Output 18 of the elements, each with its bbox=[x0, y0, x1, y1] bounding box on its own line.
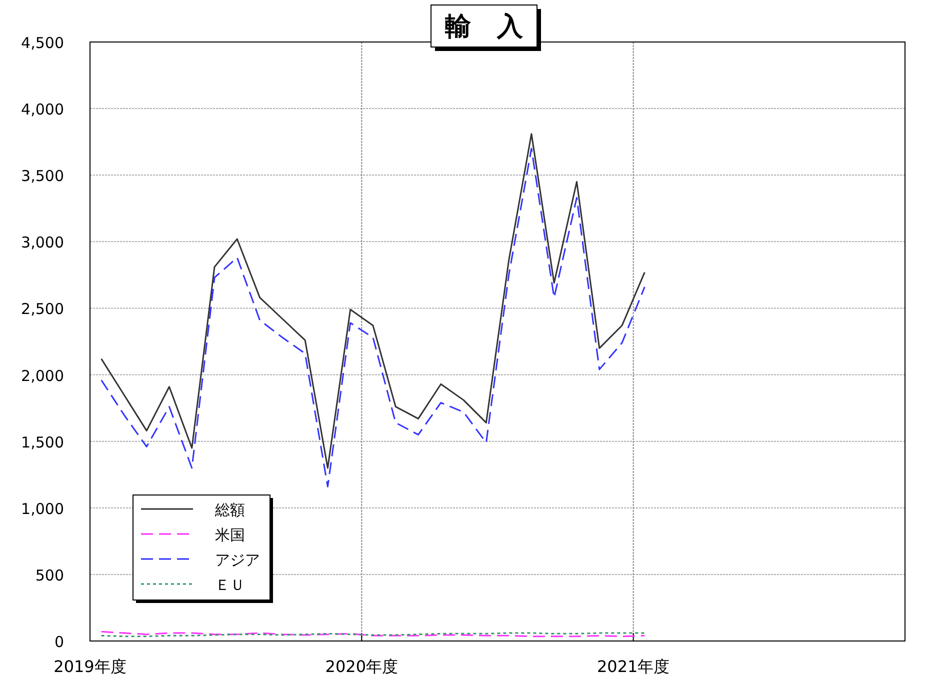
y-tick-label: 4,000 bbox=[21, 100, 64, 119]
y-tick-label: 4,500 bbox=[21, 34, 64, 52]
x-tick-label: 2019年度 bbox=[54, 657, 126, 676]
y-tick-label: 3,000 bbox=[21, 234, 64, 252]
chart-title: 輸 入 bbox=[444, 12, 524, 42]
legend-label: ＥＵ bbox=[215, 576, 245, 594]
y-tick-label: 1,500 bbox=[21, 433, 64, 452]
legend-label: 総額 bbox=[214, 501, 245, 519]
y-tick-label: 500 bbox=[35, 566, 64, 584]
y-tick-label: 1,000 bbox=[21, 500, 64, 518]
y-tick-label: 3,500 bbox=[21, 167, 64, 186]
x-tick-label: 2020年度 bbox=[325, 657, 398, 676]
x-tick-label: 2021年度 bbox=[596, 657, 670, 676]
legend-label: アジア bbox=[215, 551, 260, 569]
legend-label: 米国 bbox=[215, 526, 245, 544]
y-tick-label: 0 bbox=[54, 633, 64, 651]
y-tick-label: 2,500 bbox=[21, 300, 64, 318]
y-tick-label: 2,000 bbox=[21, 366, 64, 385]
